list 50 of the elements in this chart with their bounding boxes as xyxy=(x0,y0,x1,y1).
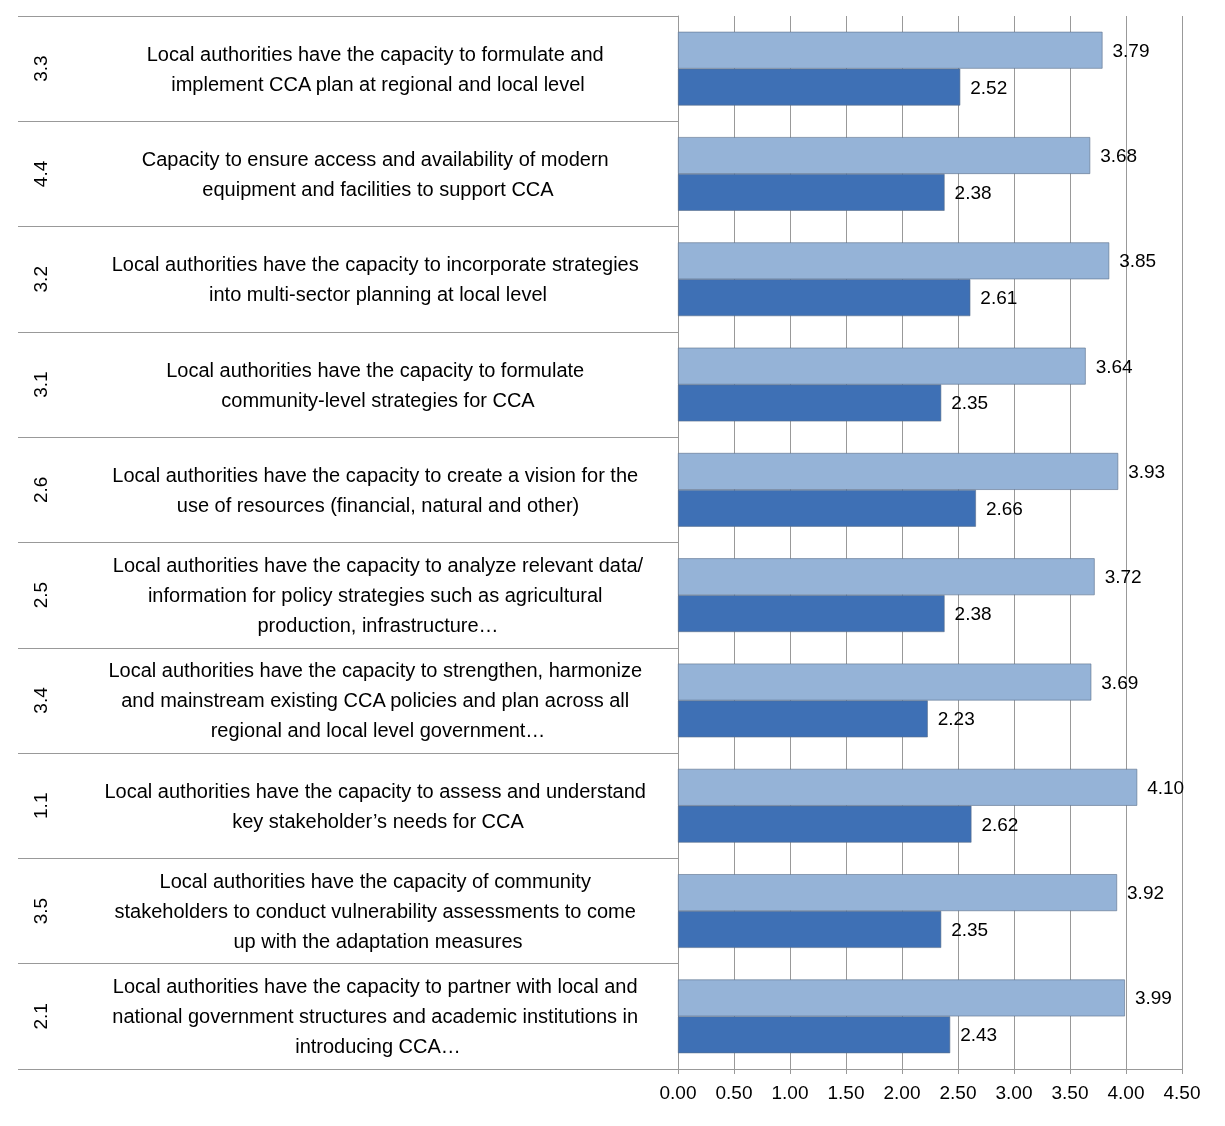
text: 3.3 xyxy=(30,55,51,82)
data-label: 4.10 xyxy=(1147,776,1185,798)
text: 3.2 xyxy=(30,266,51,293)
data-label: 3.93 xyxy=(1128,460,1166,482)
x-tick-label: 3.50 xyxy=(1051,1082,1089,1103)
y-tick-label: Local authorities have the capacity to analyze relevant data/information for policy strategies such as agricultural production, infrastructure… xyxy=(112,554,644,637)
y-tick-label: Local authorities have the capacity of community stakeholders to conduct vulnerability assessments to come up with the adaptation measures xyxy=(114,870,642,953)
x-tick-label: 2.50 xyxy=(939,1082,977,1103)
data-label: 3.68 xyxy=(1100,145,1138,167)
x-tick-label: 1.50 xyxy=(827,1082,865,1103)
y-tick-label: Capacity to ensure access and availability of modern equipment and facilities to support CCA xyxy=(141,147,615,200)
text: 3.4 xyxy=(30,686,51,714)
text: 3.5 xyxy=(30,897,51,925)
data-label: 2.23 xyxy=(937,708,975,730)
data-label: 2.66 xyxy=(985,497,1023,519)
y-tick-label: Local authorities have the capacity to strengthen, harmonize and mainstream existing CCA policies and plan across all regional and local level government… xyxy=(108,659,648,742)
y-tick-label: Local authorities have the capacity to formulate and implement CCA plan at regional and local level xyxy=(146,42,610,95)
data-label: 3.69 xyxy=(1101,671,1139,693)
text: 4.4 xyxy=(30,160,51,188)
x-tick-label: 0.50 xyxy=(715,1082,753,1103)
x-tick-label: 4.50 xyxy=(1163,1082,1201,1103)
x-tick-label: 1.00 xyxy=(771,1082,809,1103)
x-tick-label: 2.00 xyxy=(883,1082,921,1103)
text: 2.1 xyxy=(30,1003,51,1030)
x-tick-label: 4.00 xyxy=(1107,1082,1145,1103)
y-tick-label: Local authorities have the capacity to create a vision for the use of resources (financial, natural and other) xyxy=(112,463,644,516)
data-label: 3.85 xyxy=(1119,250,1157,272)
data-label: 2.62 xyxy=(981,813,1019,835)
text: 2.5 xyxy=(30,581,51,609)
y-tick-label: Local authorities have the capacity to assess and understand key stakeholder’s needs for CCA xyxy=(104,779,652,832)
data-label: 2.43 xyxy=(960,1024,998,1046)
data-label: 3.72 xyxy=(1104,566,1142,588)
data-label: 3.92 xyxy=(1127,882,1165,904)
data-label: 3.79 xyxy=(1112,39,1150,61)
text: 1.1 xyxy=(30,792,51,819)
y-tick-label: Local authorities have the capacity to partner with local and national government structures and academic institutions in introducing CCA… xyxy=(112,975,644,1058)
data-label: 2.35 xyxy=(951,918,989,940)
text: 3.1 xyxy=(30,371,51,398)
data-label: 2.38 xyxy=(954,603,992,625)
data-label: 2.61 xyxy=(980,287,1018,309)
data-label: 3.99 xyxy=(1134,987,1172,1009)
text: 2.6 xyxy=(30,476,51,504)
data-label: 2.52 xyxy=(970,76,1008,98)
y-tick-label: Local authorities have the capacity to formulate community-level strategies for CCA xyxy=(166,358,590,411)
y-tick-label: Local authorities have the capacity to incorporate strategies into multi-sector planning at local level xyxy=(111,253,645,306)
data-label: 3.64 xyxy=(1095,355,1134,377)
data-label: 2.38 xyxy=(954,181,992,203)
data-label: 2.35 xyxy=(951,392,989,414)
x-tick-label: 3.00 xyxy=(995,1082,1033,1103)
x-tick-label: 0.00 xyxy=(659,1082,697,1103)
